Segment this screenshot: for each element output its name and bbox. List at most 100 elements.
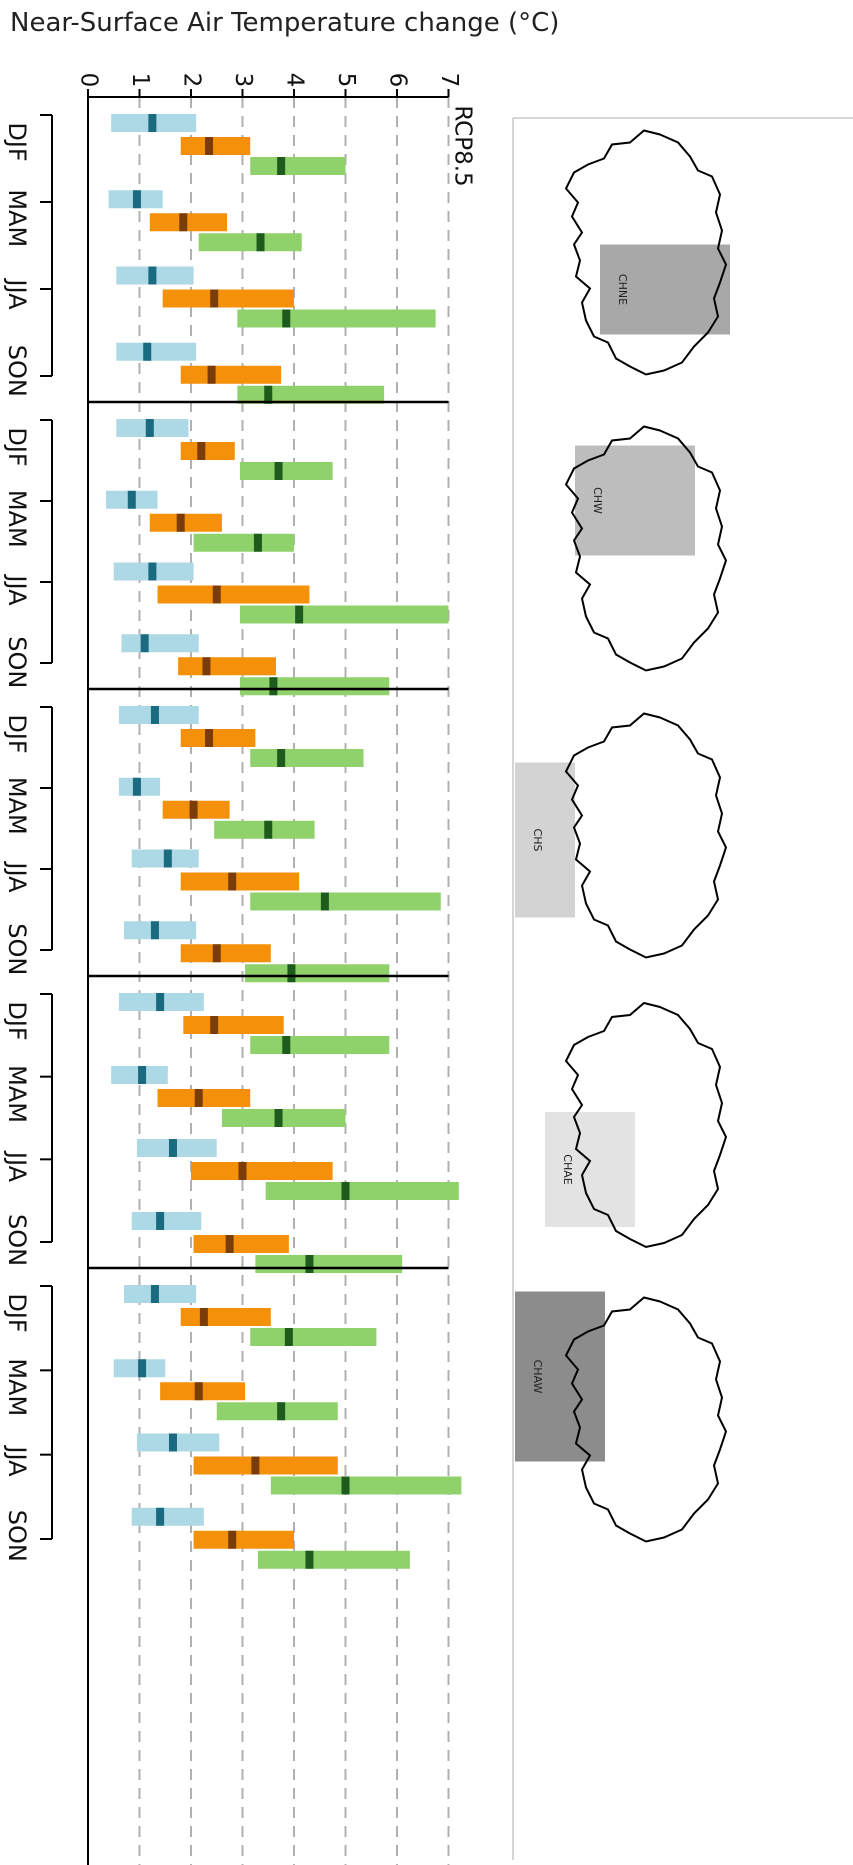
scenario-label: RCP8.5: [450, 105, 476, 186]
green-range-bar: [250, 1328, 377, 1346]
season-label: DJF: [3, 714, 31, 753]
green-median-mark: [305, 1550, 314, 1569]
orange-range-bar: [180, 442, 235, 460]
green-median-mark: [341, 1476, 350, 1495]
green-median-mark: [277, 157, 286, 175]
orange-median-mark: [238, 1162, 247, 1180]
orange-median-mark: [225, 1235, 234, 1253]
green-median-mark: [284, 1328, 293, 1346]
green-range-bar: [270, 1476, 462, 1495]
green-range-bar: [257, 1550, 410, 1569]
green-range-bar: [237, 309, 436, 328]
orange-range-bar: [193, 1530, 294, 1549]
orange-range-bar: [157, 1089, 251, 1107]
season-label: JJA: [3, 573, 31, 606]
region-outline: [564, 1296, 728, 1543]
season-label: MAM: [3, 777, 31, 835]
grid-layer: [138, 97, 450, 1865]
green-median-mark: [253, 533, 262, 552]
orange-range-bar: [157, 585, 310, 604]
blue-median-mark: [138, 1359, 147, 1378]
orange-range-bar: [178, 657, 276, 676]
tick-label: 4: [282, 73, 308, 88]
orange-range-bar: [180, 944, 271, 963]
blue-median-mark: [150, 921, 159, 940]
region-outline: [564, 1001, 728, 1249]
season-label: MAM: [3, 189, 31, 247]
orange-median-mark: [189, 800, 198, 819]
green-range-bar: [265, 1182, 459, 1200]
orange-range-bar: [149, 513, 222, 532]
tick-label: 3: [230, 73, 256, 88]
green-range-bar: [250, 157, 346, 175]
blue-median-mark: [148, 266, 157, 285]
region-label: CHW: [591, 487, 604, 514]
season-label: DJF: [3, 1001, 31, 1040]
blue-median-mark: [127, 490, 136, 509]
region-map: CHAW: [515, 1291, 728, 1543]
tick-label: 5: [333, 73, 359, 88]
blue-median-mark: [145, 419, 154, 437]
region-shade: [515, 762, 575, 918]
blue-median-mark: [143, 342, 152, 361]
season-label: JJA: [3, 1150, 31, 1183]
tick-label: 1: [127, 73, 153, 88]
orange-range-bar: [193, 1235, 289, 1253]
orange-median-mark: [202, 657, 211, 676]
blue-median-mark: [150, 706, 159, 724]
tick-label: 7: [436, 73, 462, 88]
green-median-mark: [320, 892, 329, 911]
blue-range-bar: [124, 1285, 197, 1303]
orange-median-mark: [210, 289, 219, 308]
bars-layer: [106, 114, 462, 1569]
orange-range-bar: [180, 137, 251, 155]
orange-range-bar: [183, 1016, 284, 1034]
season-label: SON: [3, 1214, 31, 1266]
season-label: DJF: [3, 1293, 31, 1332]
orange-range-bar: [162, 289, 294, 308]
green-median-mark: [277, 1402, 286, 1421]
tick-label: 6: [385, 73, 411, 88]
region-outline: [564, 129, 728, 376]
blue-range-bar: [121, 634, 199, 653]
region-shade: [575, 445, 695, 556]
blue-median-mark: [168, 1139, 177, 1157]
tick-label: 2: [179, 73, 205, 88]
green-median-mark: [305, 1255, 314, 1273]
region-label: CHS: [531, 829, 544, 852]
green-range-bar: [245, 964, 390, 983]
green-range-bar: [239, 677, 390, 696]
orange-median-mark: [207, 365, 216, 384]
orange-median-mark: [228, 872, 237, 891]
blue-median-mark: [132, 190, 141, 209]
orange-range-bar: [180, 1308, 271, 1326]
green-median-mark: [264, 385, 273, 404]
blue-range-bar: [131, 1212, 202, 1230]
orange-median-mark: [228, 1530, 237, 1549]
green-range-bar: [250, 892, 441, 911]
green-range-bar: [198, 233, 302, 252]
green-median-mark: [282, 309, 291, 328]
blue-range-bar: [136, 1433, 220, 1452]
season-label: DJF: [3, 122, 31, 161]
tick-label: 0: [76, 73, 102, 88]
blue-median-mark: [168, 1433, 177, 1452]
region-map: CHS: [515, 712, 728, 959]
blue-median-mark: [132, 777, 141, 796]
green-median-mark: [282, 1036, 291, 1054]
green-median-mark: [341, 1182, 350, 1200]
region-label: CHAW: [531, 1360, 544, 1394]
green-range-bar: [193, 533, 294, 552]
blue-median-mark: [150, 1285, 159, 1303]
season-label: DJF: [3, 427, 31, 466]
blue-median-mark: [156, 993, 165, 1011]
season-label: SON: [3, 923, 31, 975]
region-outline: [564, 712, 728, 959]
season-label: SON: [3, 1510, 31, 1562]
green-median-mark: [274, 462, 283, 480]
orange-median-mark: [176, 513, 185, 532]
orange-range-bar: [193, 1456, 338, 1475]
green-median-mark: [269, 677, 278, 696]
green-median-mark: [256, 233, 265, 252]
green-range-bar: [250, 1036, 390, 1054]
